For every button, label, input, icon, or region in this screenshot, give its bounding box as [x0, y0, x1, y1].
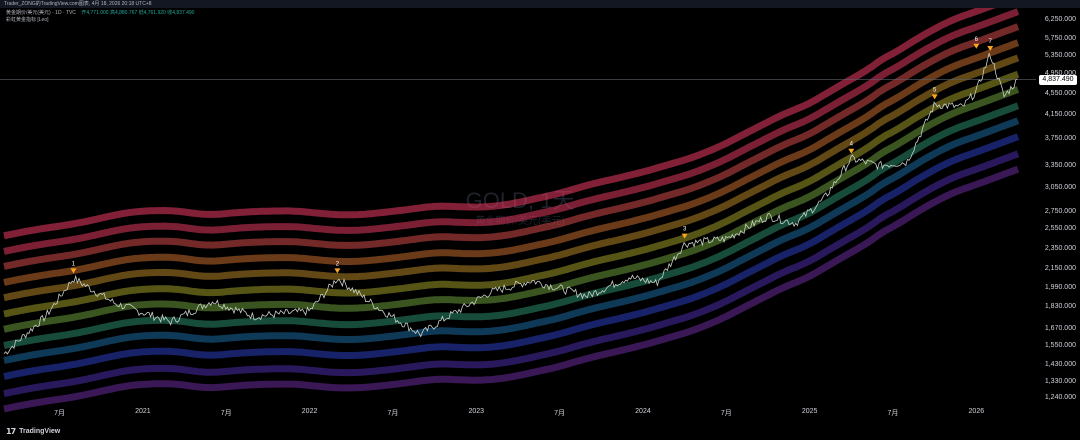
peak-marker-label: 4 — [850, 142, 854, 148]
time-tick-label: 2022 — [301, 408, 318, 415]
legend: 黄金期价/美元(美元) · 1D · TVC 开4,771.000 高4,880… — [6, 10, 194, 24]
time-tick-label: 7月 — [887, 410, 899, 417]
time-tick-label: 2023 — [468, 408, 485, 415]
peak-marker-icon — [848, 148, 855, 154]
price-tick-label: 6,250.000 — [1044, 15, 1076, 23]
peak-marker-icon — [70, 268, 77, 274]
price-tick-label: 1,330.000 — [1044, 377, 1076, 385]
price-tick-label: 4,550.000 — [1044, 89, 1076, 97]
legend-row-symbol: 黄金期价/美元(美元) · 1D · TVC 开4,771.000 高4,880… — [6, 10, 194, 17]
tradingview-brand[interactable]: 17 TradingView — [6, 425, 60, 437]
peak-marker-icon — [681, 233, 688, 239]
price-tick-label: 4,150.000 — [1044, 111, 1076, 119]
peak-marker-label: 6 — [975, 37, 979, 43]
rainbow-bands — [3, 8, 1020, 413]
rainbow-band — [3, 165, 1020, 413]
time-tick-label: 7月 — [720, 410, 732, 417]
peak-marker-label: 3 — [683, 227, 687, 233]
rainbow-band — [3, 117, 1020, 364]
tradingview-name: TradingView — [19, 427, 61, 435]
time-tick-label: 2026 — [968, 408, 985, 415]
rainbow-band — [3, 8, 996, 240]
rainbow-band — [3, 39, 1020, 286]
time-tick-label: 7月 — [387, 410, 399, 417]
price-tick-label: 1,550.000 — [1044, 342, 1076, 350]
peak-marker-label: 1 — [72, 261, 76, 267]
price-tick-label: 3,750.000 — [1044, 135, 1076, 143]
peak-marker-icon — [931, 94, 938, 100]
rainbow-band — [3, 54, 1020, 302]
price-tick-label: 3,350.000 — [1044, 161, 1076, 169]
peak-marker-label: 5 — [933, 87, 937, 93]
legend-row-indicator: 彩虹黄金指标 [Leo] — [6, 17, 49, 23]
price-tick-label: 2,150.000 — [1044, 265, 1076, 273]
rainbow-band — [3, 150, 1020, 398]
price-line — [3, 51, 1018, 355]
price-tick-label: 1,830.000 — [1044, 303, 1076, 311]
price-tick-label: 1,990.000 — [1044, 283, 1076, 291]
peak-marker-label: 7 — [989, 39, 993, 45]
time-tick-label: 7月 — [554, 410, 566, 417]
tradingview-logo-icon: 17 — [6, 426, 16, 436]
time-tick-label: 2025 — [801, 408, 818, 415]
legend-symbol: 黄金期价/美元(美元) · 1D · TVC — [6, 10, 76, 16]
price-tick-label: 2,350.000 — [1044, 244, 1076, 252]
price-tick-label: 5,750.000 — [1044, 35, 1076, 43]
price-tick-label: 4,950.000 — [1044, 70, 1076, 78]
price-tick-label: 5,350.000 — [1044, 51, 1076, 59]
peak-marker-icon — [334, 268, 341, 274]
price-tick-label: 2,550.000 — [1044, 225, 1076, 233]
time-tick-label: 2021 — [135, 408, 151, 415]
price-tick-label: 1,430.000 — [1044, 360, 1076, 368]
peak-marker-icon — [987, 45, 994, 51]
peak-marker-icon — [973, 43, 980, 49]
rainbow-band — [3, 70, 1020, 318]
time-tick-label: 7月 — [220, 410, 232, 417]
legend-ohlc: 开4,771.000 高4,880.767 低4,761.920 收4,837.… — [81, 10, 195, 16]
rainbow-band — [3, 23, 1020, 270]
price-tick-label: 2,750.000 — [1044, 207, 1076, 215]
rainbow-band — [3, 8, 1020, 255]
price-tick-label: 1,670.000 — [1044, 324, 1076, 332]
time-tick-label: 2024 — [635, 408, 651, 415]
peak-markers: 1 2 3 4 5 6 7 — [70, 37, 994, 274]
title-bar: Trader_ZONG的TradingView.com图表, 4月 18, 20… — [0, 0, 1080, 8]
rainbow-band — [3, 86, 1020, 333]
time-tick-label: 7月 — [54, 410, 65, 417]
price-tick-label: 3,050.000 — [1044, 183, 1076, 191]
rainbow-band — [3, 102, 1020, 350]
peak-marker-label: 2 — [336, 261, 340, 267]
price-tick-label: 1,240.000 — [1044, 394, 1076, 402]
title-bar-text: Trader_ZONG的TradingView.com图表, 4月 18, 20… — [4, 1, 152, 7]
rainbow-band — [3, 133, 1020, 380]
last-price-label: 4,837.490 — [1039, 74, 1077, 85]
